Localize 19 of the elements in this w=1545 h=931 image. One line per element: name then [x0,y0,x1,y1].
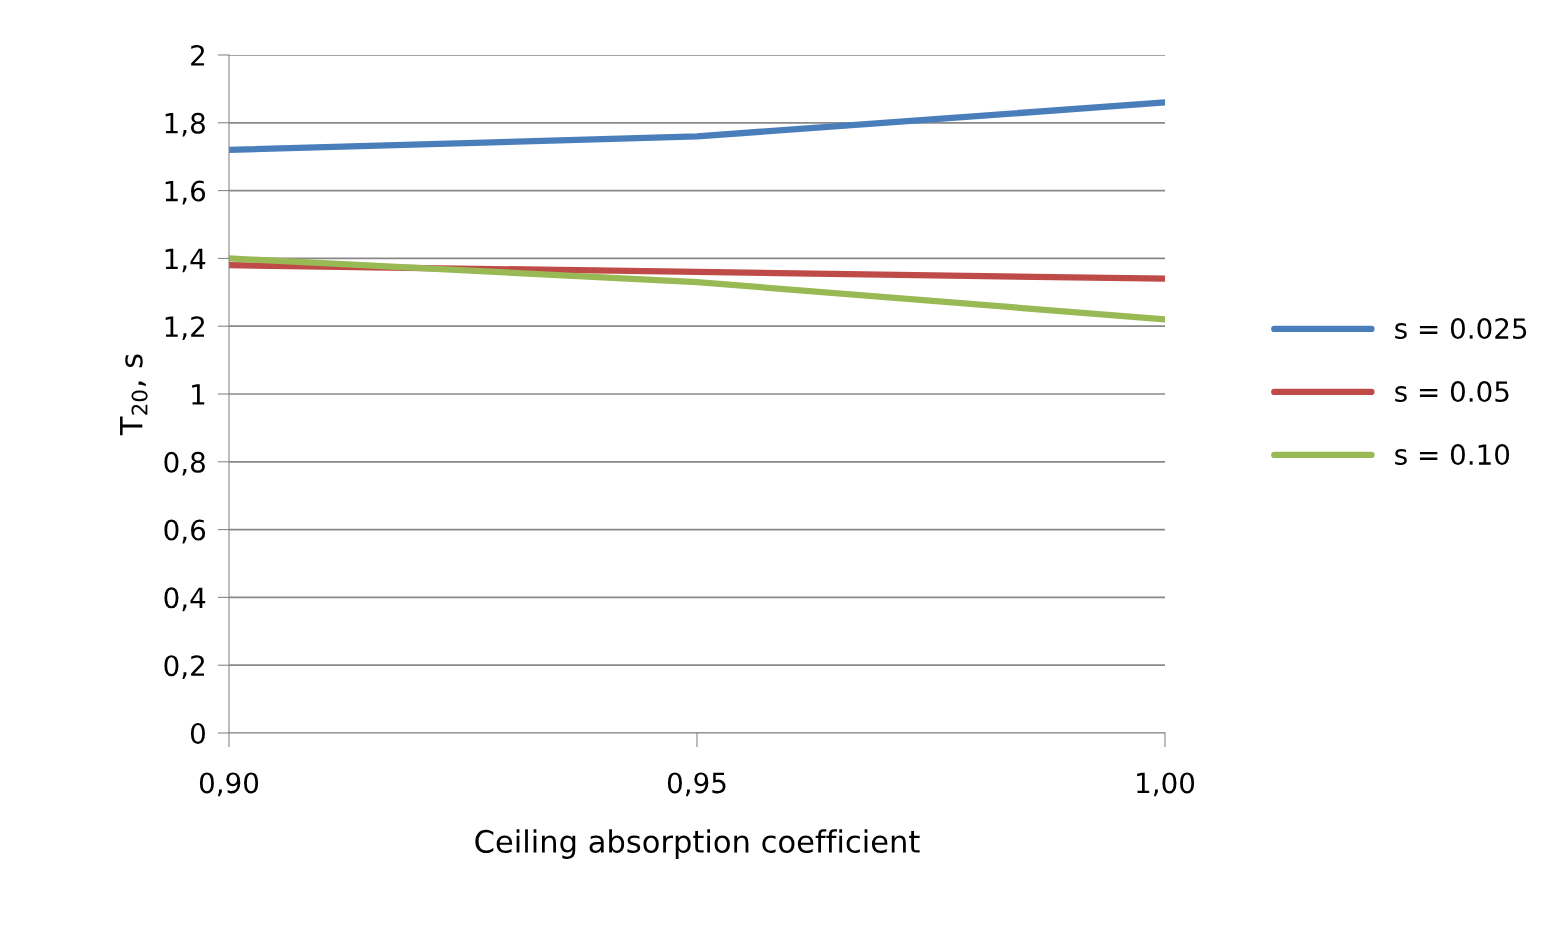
y-tick-label: 1 [192,384,205,405]
y-tick-label: 0,6 [164,519,206,544]
x-tick-label: 0,95 [667,772,726,797]
y-tick-label: 0 [190,722,205,744]
legend-label: s = 0.10 [1395,444,1510,466]
y-axis-title: T$_{20}$, s [120,354,148,436]
y-tick-label: 1,4 [165,248,206,273]
y-tick-label: 1,8 [165,112,205,137]
x-tick-label: 1,00 [1137,772,1195,797]
x-axis-title: Ceiling absorption coefficient [475,829,920,859]
y-tick-label: 1,2 [165,316,204,340]
y-tick-label: 0,8 [164,451,205,476]
x-tick-label: 0,90 [199,772,259,797]
legend-label: s = 0.025 [1395,318,1527,340]
y-tick-label: 1,6 [165,180,206,205]
y-tick-label: 2 [191,44,204,66]
y-tick-label: 0,2 [164,655,204,679]
legend-label: s = 0.05 [1395,381,1509,403]
y-tick-label: 0,4 [164,587,206,612]
